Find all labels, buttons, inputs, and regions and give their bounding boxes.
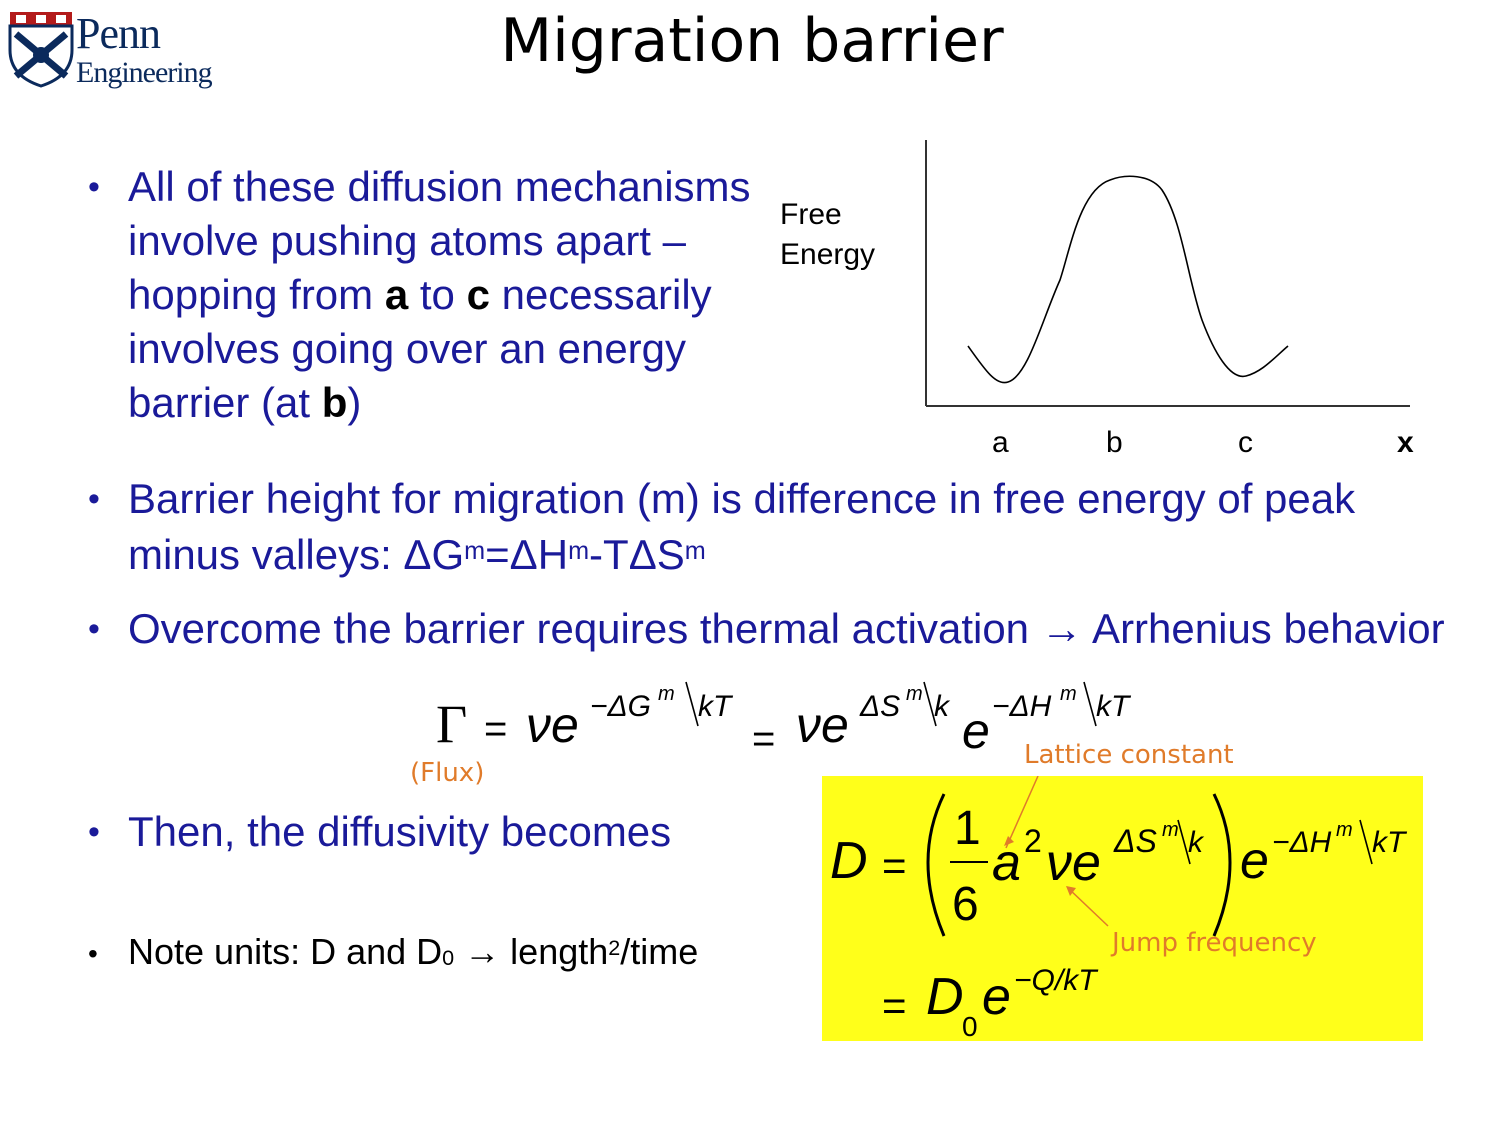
penn-engineering-logo: Penn Engineering xyxy=(8,9,238,90)
eq-exponent: −ΔG xyxy=(590,690,651,723)
eq-equals: = xyxy=(882,842,907,889)
eq-e: e xyxy=(982,968,1011,1026)
bullet-text: Note units: D and D xyxy=(128,931,443,972)
eq-exponent-den: kT xyxy=(1372,826,1408,859)
eq-exponent-sup: m xyxy=(1162,819,1179,841)
bullet-barrier-height: • Barrier height for migration (m) is di… xyxy=(88,471,1448,583)
bullet-dot: • xyxy=(88,938,98,969)
eq-nu-e: νe xyxy=(526,697,579,753)
eq-D0-sub: 0 xyxy=(962,1011,978,1041)
eq-exponent-den: kT xyxy=(1096,690,1132,723)
eq-exponent: −ΔH xyxy=(1272,826,1332,859)
bold-c: c xyxy=(466,271,490,318)
eq-gamma: Γ xyxy=(436,694,467,754)
eq-e: e xyxy=(1240,832,1269,890)
eq-slash xyxy=(1083,681,1097,727)
graph-ylabel-line2: Energy xyxy=(780,238,875,271)
bullet-dot: • xyxy=(88,168,100,206)
eq-slash xyxy=(923,681,937,727)
eq-exponent-sup: m xyxy=(658,683,675,705)
eq-D0: D xyxy=(926,968,964,1026)
eq-exponent-den: k xyxy=(1188,826,1205,859)
superscript: 2 xyxy=(608,935,621,960)
eq-exponent-den: kT xyxy=(698,690,734,723)
logo-text-penn: Penn xyxy=(76,9,161,58)
bold-a: a xyxy=(384,271,409,318)
eq-slash xyxy=(685,681,699,727)
eq-nu-e: νe xyxy=(1046,834,1101,892)
diffusivity-highlight-box xyxy=(822,776,1423,1041)
eq-exponent-den: k xyxy=(934,690,951,723)
graph-ylabel-line1: Free xyxy=(780,198,842,231)
eq-exponent-sup: m xyxy=(1336,819,1353,841)
bold-b: b xyxy=(321,379,348,426)
bullet-text: =ΔH xyxy=(485,531,569,578)
bullet-text: necessarily involves going over an energ… xyxy=(128,271,712,426)
eq-right-paren xyxy=(1212,793,1232,937)
eq-nu-e: νe xyxy=(796,697,849,753)
diffusivity-equation: D = 1 6 a 2 νe ΔS m k e −ΔH m kT = D 0 e… xyxy=(830,776,1408,1041)
superscript: m xyxy=(684,537,706,565)
eq-exponent-sup: m xyxy=(906,683,923,705)
bullet-dot: • xyxy=(88,480,100,518)
bullet-text: -TΔS xyxy=(589,531,685,578)
eq-equals: = xyxy=(882,982,907,1029)
eq-exponent-sup: m xyxy=(1060,683,1077,705)
graph-xlabel: x xyxy=(1397,426,1414,459)
eq-left-paren xyxy=(926,793,946,937)
free-energy-graph: Free Energy a b c x xyxy=(780,140,1414,459)
bullet-diffusivity: • Then, the diffusivity becomes xyxy=(88,805,828,859)
eq-denominator: 6 xyxy=(952,878,979,931)
graph-xtick-b: b xyxy=(1106,426,1123,459)
bullet-diffusion-mechanisms: • All of these diffusion mechanisms invo… xyxy=(88,160,788,430)
eq-exponent: ΔS xyxy=(859,690,900,723)
jump-arrow-head xyxy=(1066,886,1076,896)
eq-slash xyxy=(1177,819,1191,865)
graph-xtick-a: a xyxy=(992,426,1009,459)
subscript: 0 xyxy=(442,945,455,970)
jump-frequency-annotation: Jump frequency xyxy=(1112,928,1317,958)
bullet-text: All of these diffusion mechanisms involv… xyxy=(128,163,751,318)
bullet-text: Overcome the barrier requires thermal ac… xyxy=(128,605,1445,652)
eq-numerator: 1 xyxy=(954,802,981,855)
logo-text-engineering: Engineering xyxy=(76,56,213,89)
penn-shield-icon xyxy=(8,12,74,88)
bullet-text: to xyxy=(408,271,467,318)
eq-equals: = xyxy=(752,717,775,761)
bullet-text: ) xyxy=(347,379,362,426)
graph-xtick-c: c xyxy=(1238,426,1253,459)
energy-curve xyxy=(967,175,1289,384)
flux-annotation: (Flux) xyxy=(410,758,485,788)
eq-exponent: −Q/kT xyxy=(1014,964,1099,997)
bullet-thermal-activation: • Overcome the barrier requires thermal … xyxy=(88,601,1448,657)
eq-exponent: ΔS xyxy=(1113,823,1157,859)
bullet-text: → length xyxy=(454,931,609,972)
bullet-dot: • xyxy=(88,813,100,851)
jump-rate-equation: Γ = νe −ΔG m kT = νe ΔS m k e −ΔH m kT xyxy=(436,681,1132,761)
eq-slash xyxy=(1359,819,1373,865)
eq-exponent: −ΔH xyxy=(992,690,1052,723)
slide-title: Migration barrier xyxy=(500,6,1004,76)
bullet-text: Then, the diffusivity becomes xyxy=(128,808,672,855)
jump-arrow-line xyxy=(1067,887,1109,927)
superscript: m xyxy=(568,537,590,565)
superscript: m xyxy=(464,537,486,565)
bullet-text: /time xyxy=(620,931,699,972)
bullet-units-note: • Note units: D and D0 → length2/time xyxy=(88,925,828,979)
eq-a-sup: 2 xyxy=(1024,823,1042,859)
eq-equals: = xyxy=(484,707,507,751)
bullet-text: Barrier height for migration (m) is diff… xyxy=(128,475,1356,578)
eq-D: D xyxy=(830,832,868,890)
lattice-constant-annotation: Lattice constant xyxy=(1024,740,1234,770)
lattice-arrow-head xyxy=(1004,836,1014,846)
eq-e: e xyxy=(962,703,990,759)
lattice-arrow-line xyxy=(1005,776,1039,849)
bullet-dot: • xyxy=(88,610,100,648)
